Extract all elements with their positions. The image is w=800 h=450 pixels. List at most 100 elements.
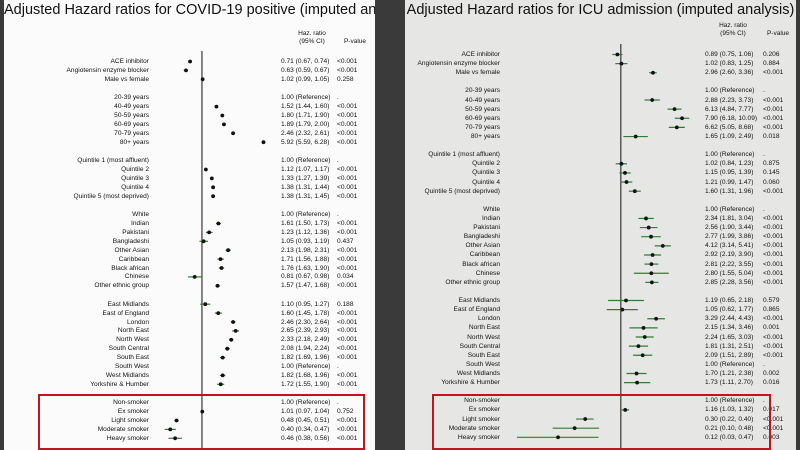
row-label: ACE inhibitor — [110, 58, 149, 65]
row-label: Quintile 1 (most affluent) — [428, 151, 500, 159]
hr-point-south-east — [640, 353, 645, 358]
p-value: <0.001 — [337, 138, 358, 146]
hr-point-east-midlands — [203, 302, 208, 307]
hazard-ratio-value: 1.82 (1.68, 1.96) — [281, 371, 330, 379]
forest-row-ace-inhibitor: ACE inhibitor 0.71 (0.67, 0.74) <0.001 — [4, 57, 375, 66]
hazard-ratio-value: 1.80 (1.71, 1.90) — [281, 112, 330, 119]
p-value: . — [763, 151, 765, 159]
hazard-ratio-value: 2.24 (1.65, 3.03) — [705, 333, 754, 341]
forest-row-east-of-england: East of England 1.60 (1.45, 1.78) <0.001 — [4, 309, 375, 318]
hazard-ratio-value: 0.63 (0.59, 0.67) — [281, 66, 330, 74]
forest-row-light-smoker: Light smoker 0.30 (0.22, 0.40) <0.001 — [405, 415, 796, 424]
hazard-ratio-value: 2.81 (2.22, 3.55) — [705, 260, 754, 268]
forest-row-london: London 2.46 (2.30, 2.64) <0.001 — [4, 318, 375, 327]
p-value: <0.001 — [337, 58, 358, 65]
forest-row-quintile-4: Quintile 4 1.21 (0.99, 1.47) 0.060 — [405, 178, 796, 187]
forest-row-pakistani: Pakistani 1.23 (1.12, 1.36) <0.001 — [4, 228, 375, 237]
hazard-ratio-value: 1.60 (1.45, 1.78) — [281, 309, 330, 317]
forest-row-chinese: Chinese 0.81 (0.67, 0.98) 0.034 — [4, 272, 375, 281]
row-label: 20-39 years — [114, 94, 149, 102]
hazard-ratio-value: 2.46 (2.30, 2.64) — [281, 318, 330, 326]
hazard-ratio-value: 1.00 (Reference) — [281, 211, 331, 219]
row-label: Black african — [462, 260, 500, 268]
row-label: East Midlands — [107, 300, 149, 308]
p-value: <0.001 — [763, 278, 784, 286]
row-label: Pakistani — [473, 224, 500, 232]
p-value: <0.001 — [763, 242, 784, 250]
hr-point-ex-smoker — [623, 408, 628, 412]
forest-row-20-39-years: 20-39 years 1.00 (Reference). — [405, 86, 796, 95]
forest-row-ace-inhibitor: ACE inhibitor 0.89 (0.75, 1.06) 0.206 — [405, 50, 796, 59]
forest-row-quintile-5-most-deprived: Quintile 5 (most deprived) 1.38 (1.31, 1.… — [4, 192, 375, 201]
forest-row-bangladeshi: Bangladeshi 1.05 (0.93, 1.19) 0.437 — [4, 237, 375, 246]
row-label: Chinese — [475, 269, 500, 277]
hazard-ratio-value: 1.70 (1.21, 2.38) — [705, 370, 754, 378]
hr-point-pakistani — [207, 230, 212, 235]
p-value: . — [763, 397, 765, 405]
p-value: <0.001 — [337, 371, 358, 379]
p-value: <0.001 — [337, 166, 358, 173]
hr-point-indian — [644, 216, 648, 221]
p-value: . — [337, 363, 339, 370]
row-label: Quintile 4 — [121, 183, 149, 191]
row-label: ACE inhibitor — [461, 51, 500, 58]
hazard-ratio-value: 1.57 (1.47, 1.68) — [281, 282, 330, 290]
hr-point-east-of-england — [620, 307, 625, 312]
row-label: West Midlands — [105, 371, 149, 379]
forest-row-east-of-england: East of England 1.05 (0.62, 1.77) 0.865 — [405, 305, 796, 314]
hazard-ratio-value: 7.90 (6.18, 10.09) — [705, 114, 758, 122]
forest-row-heavy-smoker: Heavy smoker 0.12 (0.03, 0.47) 0.003 — [405, 433, 796, 442]
hr-point-40-49-years — [214, 104, 219, 109]
forest-row-white: White 1.00 (Reference). — [405, 205, 796, 214]
forest-row-quintile-1-most-affluent: Quintile 1 (most affluent) 1.00 (Referenc… — [4, 156, 375, 165]
hr-point-male-vs-female — [651, 70, 655, 75]
forest-plot-svg — [164, 51, 266, 450]
hazard-ratio-value: 0.40 (0.34, 0.47) — [281, 425, 330, 433]
row-label: Other Asian — [465, 242, 500, 250]
hazard-ratio-value: 1.02 (0.84, 1.23) — [705, 160, 754, 168]
row-label: North West — [116, 336, 149, 344]
row-label: Ex smoker — [117, 408, 149, 416]
hr-point-80-years — [261, 140, 266, 145]
hr-point-moderate-smoker — [572, 426, 577, 431]
row-label: 80+ years — [470, 133, 500, 141]
forest-row-60-69-years: 60-69 years 1.89 (1.79, 2.00) <0.001 — [4, 120, 375, 129]
hazard-ratio-value: 2.33 (2.18, 2.49) — [281, 336, 330, 344]
row-label: Light smoker — [462, 415, 500, 423]
row-label: London — [477, 315, 500, 323]
p-value: 0.188 — [337, 300, 354, 308]
forest-row-south-central: South Central 1.81 (1.31, 2.51) <0.001 — [405, 342, 796, 351]
forest-plot-covid-positive: Adjusted Hazard ratios for COVID-19 posi… — [4, 0, 375, 450]
forest-row-yorkshire-humber: Yorkshire & Humber 1.73 (1.11, 2.70) 0.016 — [405, 378, 796, 387]
forest-row-non-smoker: Non-smoker 1.00 (Reference). — [405, 396, 796, 405]
hr-point-north-east — [641, 325, 646, 330]
row-label: Pakistani — [122, 228, 149, 236]
forest-row-south-central: South Central 2.08 (1.94, 2.24) <0.001 — [4, 344, 375, 353]
hazard-ratio-value: 1.00 (Reference) — [705, 87, 755, 95]
chart-title: Adjusted Hazard ratios for COVID-19 posi… — [4, 2, 375, 18]
row-label: Caribbean — [469, 251, 500, 259]
p-value: 0.884 — [763, 60, 780, 68]
forest-row-east-midlands: East Midlands 1.10 (0.95, 1.27) 0.188 — [4, 300, 375, 309]
row-label: Non-smoker — [113, 399, 149, 407]
hr-point-ace-inhibitor — [615, 52, 620, 57]
hr-point-chinese — [649, 271, 654, 276]
hazard-ratio-value: 1.00 (Reference) — [705, 397, 755, 405]
row-label: Other ethnic group — [445, 278, 500, 286]
p-value: <0.001 — [337, 309, 358, 317]
hr-point-quintile-2 — [619, 161, 624, 166]
chart-title: Adjusted Hazard ratios for ICU admission… — [406, 2, 795, 18]
forest-row-chinese: Chinese 2.80 (1.55, 5.04) <0.001 — [405, 269, 796, 278]
p-value: <0.001 — [763, 415, 784, 423]
p-value: 0.002 — [763, 370, 780, 378]
forest-row-non-smoker: Non-smoker 1.00 (Reference). — [4, 398, 375, 407]
forest-row-male-vs-female: Male vs female 1.02 (0.99, 1.05) 0.258 — [4, 75, 375, 84]
p-value: <0.001 — [337, 66, 358, 74]
row-label: Non-smoker — [464, 397, 500, 405]
forest-row-angiotensin-enzyme-blocker: Angiotensin enzyme blocker 1.02 (0.83, 1.… — [405, 59, 796, 68]
p-value: <0.001 — [763, 269, 784, 277]
forest-row-south-east: South East 2.09 (1.51, 2.89) <0.001 — [405, 351, 796, 360]
row-label: White — [132, 211, 149, 219]
hazard-ratio-value: 1.71 (1.56, 1.88) — [281, 255, 330, 263]
row-label: 70-79 years — [465, 123, 500, 131]
